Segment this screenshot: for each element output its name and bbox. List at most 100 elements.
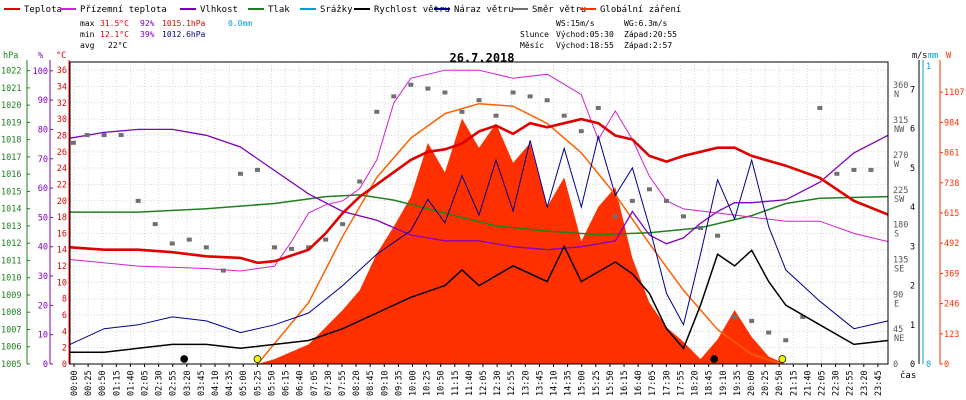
x-tick-label: 15:00 [578, 370, 588, 396]
tick-hpa: 1015 [1, 187, 21, 197]
tick-rad: 984 [944, 118, 959, 128]
tick-pct: 0 [43, 360, 48, 370]
stat-moonrise: Východ:18:55 [556, 41, 614, 50]
tick-hpa: 1011 [1, 256, 21, 266]
tick-wind: 0 [910, 360, 915, 370]
x-tick-label: 21:15 [789, 370, 799, 396]
x-tick-label: 10:50 [437, 370, 447, 396]
wind-direction-point [118, 133, 124, 138]
x-tick-label: 22:05 [817, 370, 827, 396]
wind-direction-point [169, 241, 175, 246]
wind-direction-point [595, 105, 601, 110]
x-tick-label: 21:40 [803, 370, 813, 396]
legend: Teplota Přízemní teplota Vlhkost Tlak Srážky… [4, 5, 681, 15]
wind-direction-point [663, 198, 669, 203]
legend-entry: Náraz větru [454, 5, 514, 15]
event-marker [778, 355, 787, 363]
series-wind-speed [70, 244, 889, 353]
tick-temp: 36 [57, 66, 67, 76]
wind-direction-point [578, 129, 584, 134]
stat-min-label: min [80, 30, 95, 39]
x-tick-label: 20:50 [775, 370, 785, 396]
wind-direction-point [272, 245, 277, 250]
tick-pct: 40 [38, 243, 48, 253]
wind-direction-point [374, 109, 380, 114]
x-tick-label: 06:40 [296, 370, 306, 396]
tick-hpa: 1022 [1, 67, 21, 77]
tick-dir-cardinal: W [894, 160, 900, 170]
x-tick-label: 07:55 [338, 370, 348, 396]
tick-rad: 369 [944, 269, 959, 279]
event-marker [180, 355, 189, 363]
tick-wind: 7 [910, 85, 915, 95]
tick-pct: 30 [38, 272, 48, 282]
tick-temp: 32 [57, 99, 67, 109]
tick-dir-cardinal: E [894, 299, 899, 309]
tick-pct: 100 [33, 67, 48, 77]
tick-hpa: 1014 [1, 205, 21, 215]
wind-direction-point [254, 167, 260, 172]
tick-hpa: 1017 [1, 153, 21, 163]
tick-temp: 22 [57, 180, 67, 190]
stat-max-press: 1015.1hPa [162, 19, 206, 28]
wind-direction-point [135, 198, 141, 203]
stat-sun-label: Slunce [520, 30, 549, 39]
stat-max-temp: 31.5°C [100, 19, 129, 28]
stat-ws: WS:15m/s [556, 19, 595, 28]
axis-label-rain: mm [928, 51, 938, 61]
wind-direction-point [459, 109, 465, 114]
wind-direction-point [561, 113, 567, 118]
tick-pct: 60 [38, 184, 48, 194]
x-tick-label: 09:10 [380, 370, 390, 396]
tick-rad: 1107 [944, 88, 964, 98]
tick-wind: 4 [910, 203, 915, 213]
tick-temp: 0 [62, 360, 67, 370]
wind-direction-point [732, 315, 738, 320]
wind-direction-point [766, 330, 772, 335]
x-tick-label: 11:15 [451, 370, 461, 396]
x-tick-label: 15:25 [592, 370, 602, 396]
tick-wind: 1 [910, 321, 915, 331]
tick-pct: 10 [38, 331, 48, 341]
wind-direction-point [817, 105, 823, 110]
event-marker [253, 355, 262, 363]
legend-entry: Vlhkost [200, 5, 238, 15]
tick-hpa: 1013 [1, 222, 21, 232]
series-pressure [70, 194, 889, 236]
wind-direction-point [306, 245, 312, 250]
tick-wind: 3 [910, 242, 915, 252]
tick-hpa: 1019 [1, 118, 21, 128]
wind-direction-point [851, 167, 857, 172]
tick-temp: 8 [62, 295, 67, 305]
axis-label-hpa: hPa [3, 51, 18, 61]
x-tick-label: 02:05 [141, 370, 151, 396]
x-tick-label: 07:30 [324, 370, 334, 396]
x-tick-label: 10:25 [423, 370, 433, 396]
stat-avg-label: avg [80, 41, 95, 50]
legend-entry: Globální záření [600, 5, 681, 15]
tick-rain: 1 [926, 62, 931, 72]
wind-direction-point [629, 198, 635, 203]
tick-hpa: 1021 [1, 84, 21, 94]
x-tick-label: 22:55 [846, 370, 856, 396]
x-tick-label: 09:35 [394, 370, 404, 396]
x-tick-label: 18:20 [691, 370, 701, 396]
tick-temp: 14 [57, 246, 67, 256]
tick-rad: 615 [944, 209, 959, 219]
tick-temp: 20 [57, 197, 67, 207]
tick-temp: 12 [57, 262, 67, 272]
wind-direction-point [715, 233, 721, 238]
tick-dir: 180 [893, 221, 908, 231]
x-tick-label: 11:40 [465, 370, 475, 396]
stat-moonset: Západ:2:57 [624, 41, 672, 50]
wind-direction-point [340, 222, 346, 227]
legend-entry: Rychlost větru [374, 5, 450, 15]
stat-sunrise: Východ:05:30 [556, 30, 614, 39]
tick-hpa: 1018 [1, 136, 21, 146]
tick-temp: 30 [57, 115, 67, 125]
series-wind-gust [69, 134, 889, 345]
stat-avg-temp: 22°C [108, 41, 127, 50]
tick-dir: 90 [893, 290, 903, 300]
x-tick-label: 14:35 [564, 370, 574, 396]
wind-direction-point [408, 82, 414, 87]
